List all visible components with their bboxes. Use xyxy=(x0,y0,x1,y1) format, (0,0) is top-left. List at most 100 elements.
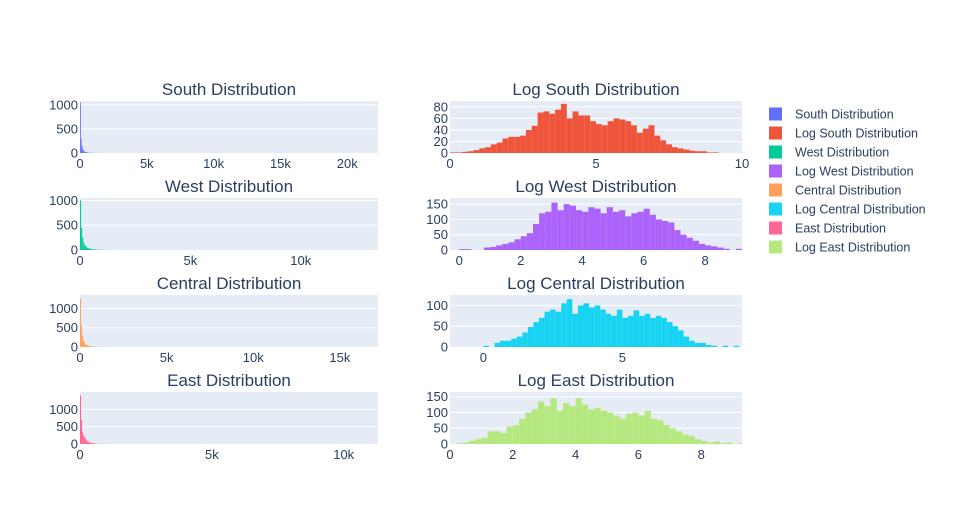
histogram-bar[interactable] xyxy=(662,220,669,250)
histogram-bar[interactable] xyxy=(666,144,672,153)
histogram-bar[interactable] xyxy=(80,200,82,250)
histogram-bar[interactable] xyxy=(663,425,670,444)
histogram-bar[interactable] xyxy=(550,309,556,347)
histogram-bar[interactable] xyxy=(661,317,667,347)
histogram-bar[interactable] xyxy=(490,144,497,153)
histogram-bar[interactable] xyxy=(583,303,590,347)
histogram-bar[interactable] xyxy=(605,313,612,347)
histogram-bar[interactable] xyxy=(625,414,633,444)
histogram-bar[interactable] xyxy=(91,346,93,347)
histogram-bar[interactable] xyxy=(522,332,528,347)
histogram-bar[interactable] xyxy=(735,248,742,250)
histogram-bar[interactable] xyxy=(613,415,620,444)
histogram-bar[interactable] xyxy=(706,152,713,153)
histogram-bar[interactable] xyxy=(473,150,480,153)
histogram-bar[interactable] xyxy=(84,342,86,347)
histogram-bar[interactable] xyxy=(588,409,595,444)
histogram-bar[interactable] xyxy=(538,317,545,347)
histogram-bar[interactable] xyxy=(682,434,689,444)
histogram-bar[interactable] xyxy=(625,121,632,153)
histogram-bar[interactable] xyxy=(694,342,701,347)
histogram-bar[interactable] xyxy=(80,138,82,153)
histogram-bar[interactable] xyxy=(672,326,679,347)
histogram-bar[interactable] xyxy=(549,113,556,153)
histogram-bar[interactable] xyxy=(537,401,545,444)
histogram-bar[interactable] xyxy=(680,234,687,250)
histogram-bar[interactable] xyxy=(674,230,681,250)
histogram-bar[interactable] xyxy=(717,247,724,250)
histogram-bar[interactable] xyxy=(511,338,517,347)
histogram-bar[interactable] xyxy=(91,249,93,250)
histogram-bar[interactable] xyxy=(519,418,526,444)
histogram-bar[interactable] xyxy=(631,213,638,250)
histogram-bar[interactable] xyxy=(514,136,521,153)
histogram-bar[interactable] xyxy=(532,224,540,250)
histogram-bar[interactable] xyxy=(450,152,456,153)
histogram-bar[interactable] xyxy=(678,330,684,347)
histogram-bar[interactable] xyxy=(493,431,501,444)
histogram-bar[interactable] xyxy=(514,239,521,250)
histogram-bar[interactable] xyxy=(636,132,643,153)
histogram-bar[interactable] xyxy=(616,309,623,347)
histogram-bar[interactable] xyxy=(576,210,583,250)
histogram-bar[interactable] xyxy=(600,309,606,347)
histogram-bar[interactable] xyxy=(644,313,651,347)
histogram-bar[interactable] xyxy=(671,147,678,153)
histogram-bar[interactable] xyxy=(600,410,607,444)
histogram-bar[interactable] xyxy=(81,419,83,444)
histogram-bar[interactable] xyxy=(648,125,655,153)
histogram-bar[interactable] xyxy=(85,246,87,250)
histogram-bar[interactable] xyxy=(619,119,626,153)
histogram-bar[interactable] xyxy=(83,242,85,250)
histogram-bar[interactable] xyxy=(601,125,608,153)
histogram-bar[interactable] xyxy=(668,222,675,250)
histogram-bar[interactable] xyxy=(723,248,730,250)
histogram-bar[interactable] xyxy=(502,138,509,153)
histogram-bar[interactable] xyxy=(676,431,683,444)
histogram-bar[interactable] xyxy=(655,219,663,250)
histogram-bar[interactable] xyxy=(689,150,696,153)
histogram-bar[interactable] xyxy=(82,335,84,347)
histogram-bar[interactable] xyxy=(594,208,601,250)
histogram-bar[interactable] xyxy=(533,322,539,347)
histogram-bar[interactable] xyxy=(459,249,466,250)
histogram-bar[interactable] xyxy=(577,305,584,347)
histogram-bar[interactable] xyxy=(566,299,573,347)
histogram-bar[interactable] xyxy=(512,425,520,444)
histogram-bar[interactable] xyxy=(525,129,532,153)
histogram-bar[interactable] xyxy=(619,418,626,444)
histogram-bar[interactable] xyxy=(520,236,527,250)
histogram-bar[interactable] xyxy=(669,428,677,444)
histogram-bar[interactable] xyxy=(607,121,614,153)
histogram-bar[interactable] xyxy=(596,124,602,153)
histogram-bar[interactable] xyxy=(713,441,721,444)
histogram-bar[interactable] xyxy=(655,315,662,347)
histogram-bar[interactable] xyxy=(581,404,589,444)
histogram-bar[interactable] xyxy=(701,151,707,153)
histogram-bar[interactable] xyxy=(701,440,708,444)
histogram-bar[interactable] xyxy=(92,443,94,444)
histogram-bar[interactable] xyxy=(93,249,95,250)
histogram-bar[interactable] xyxy=(456,443,463,444)
histogram-bar[interactable] xyxy=(666,322,673,347)
histogram-bar[interactable] xyxy=(650,418,658,444)
histogram-bar[interactable] xyxy=(555,311,562,347)
histogram-bar[interactable] xyxy=(531,125,538,153)
histogram-bar[interactable] xyxy=(85,152,87,153)
histogram-bar[interactable] xyxy=(90,442,92,444)
histogram-bar[interactable] xyxy=(683,149,690,153)
histogram-bar[interactable] xyxy=(589,307,595,347)
histogram-bar[interactable] xyxy=(500,432,507,444)
histogram-bar[interactable] xyxy=(738,443,742,444)
legend-item-south-distribution[interactable]: South Distribution xyxy=(769,107,894,122)
histogram-bar[interactable] xyxy=(84,245,86,250)
histogram-bar[interactable] xyxy=(489,246,497,250)
histogram-bar[interactable] xyxy=(83,150,85,153)
histogram-bar[interactable] xyxy=(494,342,501,347)
histogram-bar[interactable] xyxy=(613,118,620,153)
legend-item-central-distribution[interactable]: Central Distribution xyxy=(769,183,901,198)
histogram-bar[interactable] xyxy=(575,398,582,444)
histogram-bar[interactable] xyxy=(462,442,469,444)
histogram-bar[interactable] xyxy=(631,125,637,153)
histogram-bar[interactable] xyxy=(506,426,513,444)
